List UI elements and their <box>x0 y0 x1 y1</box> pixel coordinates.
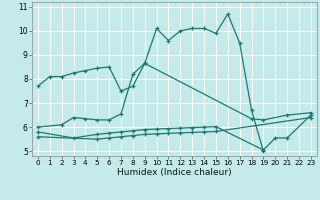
X-axis label: Humidex (Indice chaleur): Humidex (Indice chaleur) <box>117 168 232 177</box>
